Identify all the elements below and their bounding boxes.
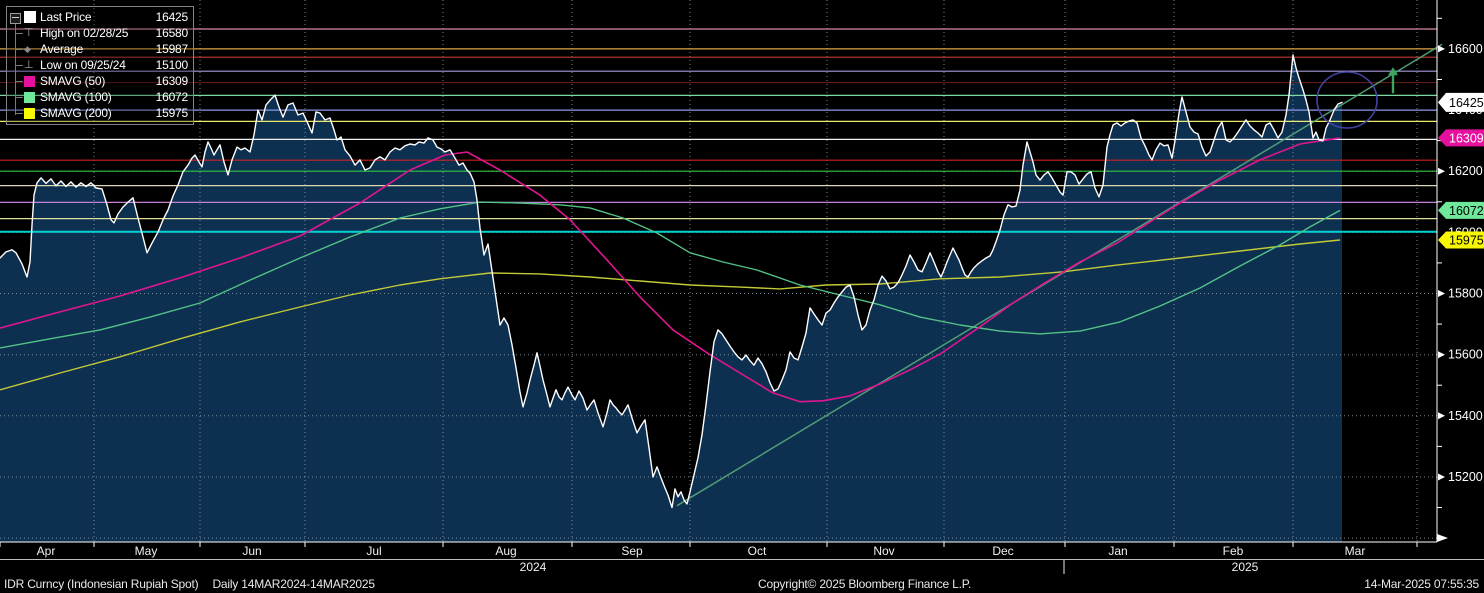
legend-row-smavg-50[interactable]: SMAVG (50) 16309 [7, 73, 193, 89]
sma-line-100 [0, 201, 1341, 349]
price-tag-16309 [1438, 129, 1484, 147]
x-tick-label-feb: Feb [1223, 544, 1244, 558]
copyright-label: Copyright© 2025 Bloomberg Finance L.P. [758, 577, 972, 591]
legend-swatch-icon [24, 107, 35, 119]
legend-row-average[interactable]: ◆ Average 15987 [7, 41, 193, 57]
legend-label: High on 02/28/25 [40, 26, 129, 40]
price-tag-16072 [1438, 201, 1484, 219]
x-tick-label-jul: Jul [366, 544, 381, 558]
legend-tree-stub [15, 65, 23, 66]
price-line [0, 54, 1343, 509]
sma-line-200 [0, 239, 1341, 391]
year-label-2025: 2025 [1232, 560, 1259, 574]
legend-tree-stub [15, 97, 23, 98]
high-marker-icon: ⊤ [24, 27, 34, 39]
legend-row-smavg-100[interactable]: SMAVG (100) 16072 [7, 89, 193, 105]
instrument-label: IDR Curncy (Indonesian Rupiah Spot) [4, 577, 199, 591]
status-bar: IDR Curncy (Indonesian Rupiah Spot) Daily… [0, 576, 1484, 593]
y-axis-label-15200: 15200 [1448, 470, 1483, 484]
y-axis-label-16200: 16200 [1448, 164, 1483, 178]
footer-divider [0, 559, 1484, 560]
legend-swatch-icon [24, 75, 35, 87]
up-arrow-icon [1388, 67, 1398, 76]
y-tick-arrow-icon [1438, 167, 1445, 175]
legend-tree-stub [15, 49, 23, 50]
x-tick-label-jun: Jun [242, 544, 261, 558]
price-area-fill [0, 55, 1342, 542]
year-label-2024: 2024 [520, 560, 547, 574]
price-tag-15975 [1438, 231, 1484, 249]
legend-value: 16580 [155, 26, 189, 40]
legend-value: 16072 [155, 90, 189, 104]
y-axis-label-15800: 15800 [1448, 287, 1483, 301]
price-tag-16425 [1438, 92, 1484, 112]
legend-value: 16425 [155, 10, 189, 24]
legend-collapse-icon[interactable] [10, 13, 21, 24]
legend-tree-stub [15, 81, 23, 82]
legend-value: 15975 [155, 106, 189, 120]
legend-label: SMAVG (50) [40, 74, 106, 88]
price-tag-label-15975: 15975 [1449, 234, 1484, 248]
legend-row-smavg-200[interactable]: SMAVG (200) 15975 [7, 105, 193, 121]
legend-label: Low on 09/25/24 [40, 58, 126, 72]
annotation-circle [1316, 71, 1378, 129]
legend-value: 15987 [155, 42, 189, 56]
y-axis-label-16600: 16600 [1448, 42, 1483, 56]
period-label: Daily 14MAR2024-14MAR2025 [212, 577, 375, 591]
y-tick-arrow-icon [1438, 534, 1445, 542]
x-tick-label-nov: Nov [873, 544, 894, 558]
price-tag-label-16072: 16072 [1449, 204, 1484, 218]
y-axis-label-15400: 15400 [1448, 409, 1483, 423]
x-tick-label-may: May [135, 544, 158, 558]
legend-value: 16309 [155, 74, 189, 88]
y-axis-label-15600: 15600 [1448, 348, 1483, 362]
legend-swatch-icon [24, 11, 36, 23]
legend-tree-line [15, 23, 16, 115]
x-tick-label-mar: Mar [1345, 544, 1366, 558]
chart-canvas[interactable]: Apr May Jun Jul Aug Sep Oct Nov Dec Jan Feb Mar 2024… [0, 0, 1484, 576]
legend-row-high-on-02-28-25[interactable]: ⊤ High on 02/28/25 16580 [7, 25, 193, 41]
x-tick-label-aug: Aug [495, 544, 516, 558]
legend-label: SMAVG (100) [40, 90, 112, 104]
x-tick-label-jan: Jan [1108, 544, 1127, 558]
low-marker-icon: ⊥ [24, 59, 34, 71]
y-tick-arrow-icon [1438, 473, 1445, 481]
legend-swatch-icon [24, 91, 35, 103]
y-tick-arrow-icon [1438, 290, 1445, 297]
x-tick-label-apr: Apr [37, 544, 56, 558]
y-tick-arrow-icon [1438, 45, 1445, 53]
price-tag-label-16425: 16425 [1449, 96, 1484, 110]
y-tick-arrow-icon [1438, 412, 1445, 420]
timestamp-label: 14-Mar-2025 07:55:35 [1364, 577, 1479, 591]
legend-tree-stub [15, 113, 23, 114]
legend-label: Average [40, 42, 84, 56]
legend-label: SMAVG (200) [40, 106, 112, 120]
x-tick-label-dec: Dec [992, 544, 1013, 558]
x-tick-label-sep: Sep [621, 544, 643, 558]
legend-value: 15100 [155, 58, 189, 72]
legend-row-last-price[interactable]: Last Price 16425 [7, 9, 193, 25]
price-tag-label-16309: 16309 [1449, 131, 1484, 145]
legend-row-low-on-09-25-24[interactable]: ⊥ Low on 09/25/24 15100 [7, 57, 193, 73]
average-marker-icon: ◆ [24, 44, 31, 54]
y-tick-arrow-icon [1438, 351, 1445, 359]
x-tick-label-oct: Oct [748, 544, 767, 558]
legend-label: Last Price [40, 10, 92, 24]
sma-line-50 [0, 137, 1341, 403]
legend-box: Last Price 16425 ⊤ High on 02/28/25 16580 ◆ Av… [6, 6, 194, 125]
legend-tree-stub [15, 33, 23, 34]
